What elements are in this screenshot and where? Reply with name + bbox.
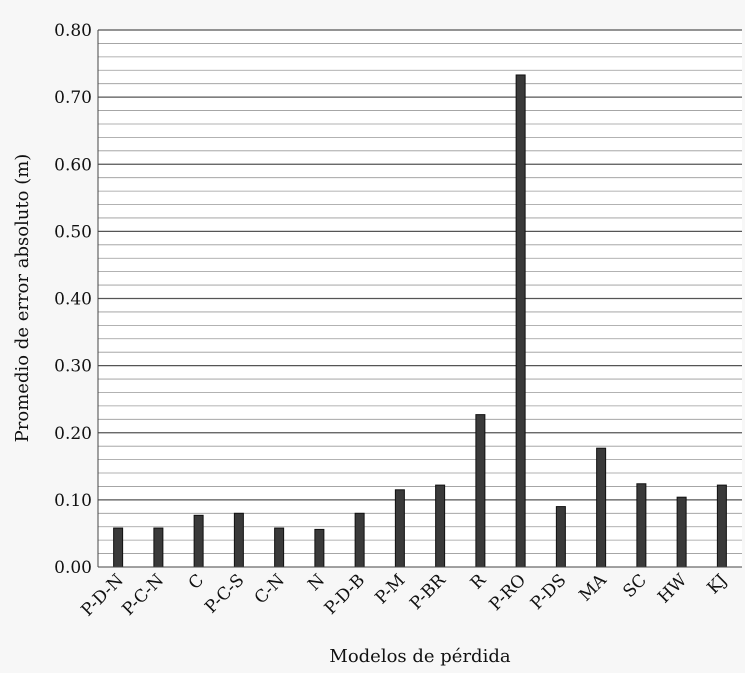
bar-p-m bbox=[394, 489, 405, 568]
y-axis-ticks: 0.00 0.10 0.20 0.30 0.40 0.50 0.60 0.70 0.80 bbox=[54, 21, 92, 578]
bar-kj bbox=[716, 484, 727, 568]
y-tick-label: 0.80 bbox=[54, 21, 92, 41]
y-tick-label: 0.40 bbox=[54, 290, 92, 310]
bar-c-n bbox=[274, 527, 285, 568]
y-tick-label: 0.70 bbox=[54, 88, 92, 108]
bar-c bbox=[193, 514, 204, 568]
y-tick-label: 0.50 bbox=[54, 222, 92, 242]
bar-p-c-n bbox=[153, 527, 164, 568]
y-tick-label: 0.30 bbox=[54, 357, 92, 377]
bar-p-ro bbox=[515, 74, 526, 568]
y-tick-label: 0.60 bbox=[54, 155, 92, 175]
y-tick-label: 0.20 bbox=[54, 424, 92, 444]
x-axis-title: Modelos de pérdida bbox=[329, 646, 510, 667]
bar-r bbox=[475, 414, 486, 568]
gridlines bbox=[98, 29, 742, 554]
bar-p-br bbox=[435, 484, 446, 568]
bar-p-c-s bbox=[233, 512, 244, 568]
bar-p-ds bbox=[555, 506, 566, 568]
bar-hw bbox=[676, 496, 687, 568]
y-tick-label: 0.00 bbox=[54, 558, 92, 578]
y-tick-label: 0.10 bbox=[54, 491, 92, 511]
bar-p-d-b bbox=[354, 512, 365, 568]
bar-p-d-n bbox=[113, 527, 124, 568]
y-axis-title: Promedio de error absoluto (m) bbox=[12, 154, 33, 443]
bar-n bbox=[314, 528, 325, 568]
bar-ma bbox=[596, 447, 607, 568]
bar-sc bbox=[636, 483, 647, 568]
